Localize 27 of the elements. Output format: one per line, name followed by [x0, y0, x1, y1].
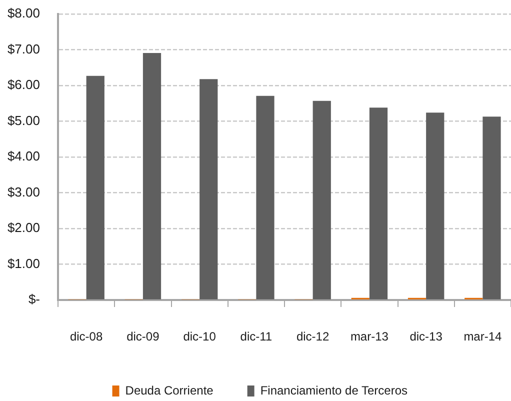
bar: [369, 108, 388, 300]
y-tick-label: $7.00: [7, 41, 40, 56]
bar: [86, 76, 104, 300]
y-tick-label: $8.00: [7, 6, 40, 21]
y-tick-label: $-: [28, 292, 40, 307]
y-tick-label: $2.00: [7, 220, 40, 236]
bar: [312, 100, 331, 300]
bar: [200, 79, 218, 300]
y-tick-label: $1.00: [7, 256, 40, 271]
y-tick-label: $6.00: [7, 77, 40, 92]
y-tick-label: $3.00: [7, 184, 40, 200]
x-tick-label: dic-13: [410, 330, 443, 344]
bar: [482, 116, 501, 300]
x-tick-label: dic-10: [183, 330, 216, 344]
legend-label: Deuda Corriente: [125, 383, 214, 398]
y-tick-label: $4.00: [7, 148, 40, 164]
bar: [142, 52, 162, 300]
x-tick-label: mar-13: [350, 330, 389, 344]
bar: [426, 112, 444, 300]
x-tick-label: dic-09: [126, 330, 160, 344]
x-tick-label: dic-08: [70, 330, 103, 344]
legend-label: Financiamiento de Terceros: [260, 383, 408, 398]
bar: [256, 96, 274, 300]
x-tick-label: dic-11: [240, 330, 272, 344]
y-tick-label: $5.00: [7, 112, 40, 128]
x-tick-label: mar-14: [464, 330, 502, 344]
x-tick-label: dic-12: [296, 330, 330, 344]
